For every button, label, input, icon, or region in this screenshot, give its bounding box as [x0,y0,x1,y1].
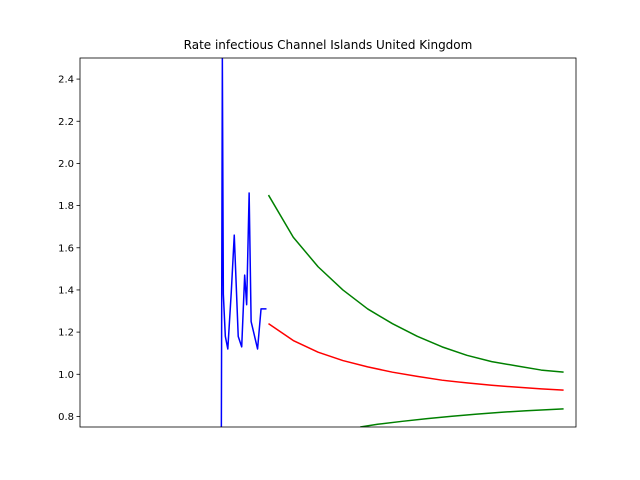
y-tick-label: 0.8 [58,412,74,423]
chart-title: Rate infectious Channel Islands United K… [184,38,473,52]
y-tick-label: 1.0 [58,370,74,381]
y-tick-label: 1.2 [58,328,74,339]
series-line-3 [267,194,564,373]
y-tick-label: 1.6 [58,243,74,254]
plot-frame [79,57,577,428]
series-line-1 [220,58,267,427]
series-line-4 [360,408,564,427]
series-line-2 [268,323,564,391]
y-tick-label: 1.4 [58,285,74,296]
y-tick-label: 1.8 [58,201,74,212]
y-tick-label: 2.4 [58,75,74,86]
y-tick-label: 2.0 [58,159,74,170]
y-tick-label: 2.2 [58,117,74,128]
